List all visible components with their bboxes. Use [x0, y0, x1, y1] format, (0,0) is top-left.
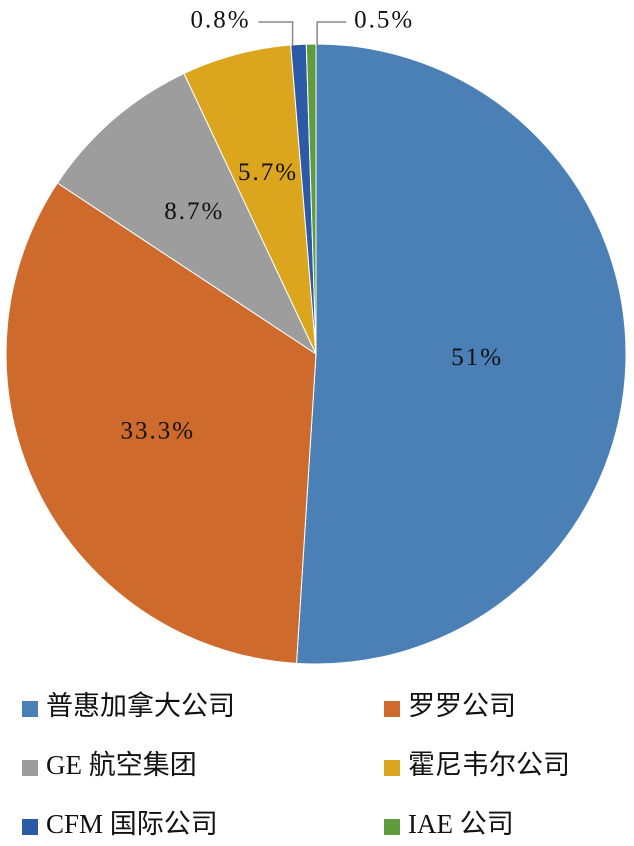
data-label: 5.7%: [238, 159, 298, 186]
leader-line: [258, 21, 294, 47]
pie-slice: [56, 72, 318, 356]
legend-swatch: [22, 819, 38, 835]
legend-swatch: [384, 760, 400, 776]
legend-label: CFM 国际公司: [46, 809, 218, 839]
data-label: 0.5%: [354, 7, 414, 34]
leader-line: [316, 21, 347, 47]
data-label: 51%: [451, 344, 503, 371]
data-label: 33.3%: [121, 417, 196, 444]
legend-label: 罗罗公司: [408, 691, 516, 721]
legend-swatch: [22, 760, 38, 776]
legend-swatch: [384, 701, 400, 717]
legend-label: 普惠加拿大公司: [46, 691, 235, 721]
pie-slice: [296, 43, 627, 665]
legend-label: IAE 公司: [408, 809, 514, 839]
legend-label: 霍尼韦尔公司: [408, 750, 570, 780]
data-label: 8.7%: [164, 198, 224, 225]
legend-swatch: [22, 701, 38, 717]
pie-slice: [305, 43, 317, 355]
legend-label: GE 航空集团: [46, 750, 197, 780]
data-label: 0.8%: [191, 7, 251, 34]
legend-swatch: [384, 819, 400, 835]
